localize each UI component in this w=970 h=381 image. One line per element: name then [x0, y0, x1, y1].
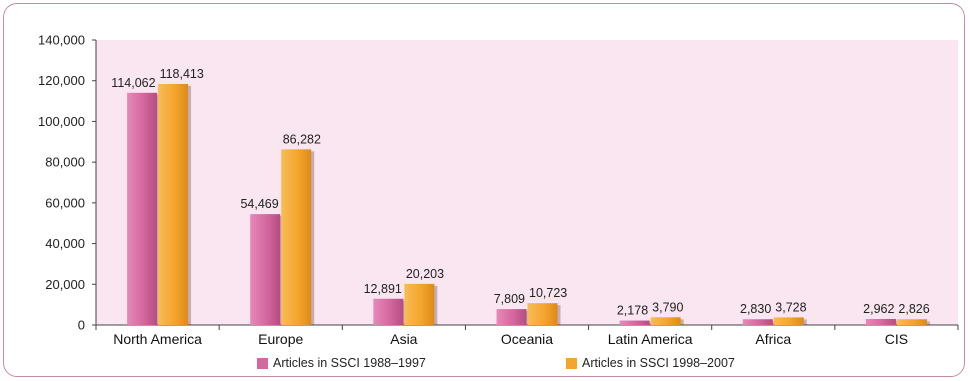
bar-series-1	[496, 309, 527, 325]
data-label-series-1: 114,062	[111, 76, 155, 90]
data-label-series-2: 10,723	[529, 286, 567, 300]
data-label-series-1: 2,962	[863, 302, 894, 316]
data-label-series-2: 2,826	[898, 302, 929, 316]
y-tick-label: 100,000	[38, 114, 85, 129]
x-tick-label: CIS	[885, 331, 908, 347]
data-label-series-2: 3,728	[775, 300, 806, 314]
data-label-series-2: 3,790	[652, 300, 683, 314]
legend-item-series-1: Articles in SSCI 1988–1997	[257, 356, 426, 370]
legend-label-series-2: Articles in SSCI 1998–2007	[582, 356, 735, 370]
data-label-series-2: 86,282	[283, 132, 321, 146]
y-tick-label: 80,000	[45, 155, 85, 170]
data-label-series-1: 2,830	[740, 302, 771, 316]
y-tick-label: 60,000	[45, 195, 85, 210]
x-tick-label: North America	[113, 331, 202, 347]
legend-label-series-1: Articles in SSCI 1988–1997	[273, 356, 426, 370]
bar-series-1	[373, 298, 404, 325]
x-tick-label: Africa	[755, 331, 791, 347]
bar-series-1	[127, 92, 158, 325]
data-label-series-1: 12,891	[364, 282, 402, 296]
data-label-series-1: 7,809	[494, 292, 525, 306]
bar-series-2	[404, 283, 435, 325]
x-tick-label: Asia	[390, 331, 417, 347]
x-tick-label: Oceania	[501, 331, 553, 347]
bar-series-1	[250, 214, 281, 325]
x-tick-label: Latin America	[608, 331, 693, 347]
data-label-series-1: 2,178	[617, 304, 648, 318]
bar-series-2	[773, 317, 804, 325]
data-label-series-1: 54,469	[240, 197, 278, 211]
y-tick-label: 140,000	[38, 33, 85, 48]
data-label-series-2: 118,413	[160, 67, 204, 81]
plot-area	[96, 40, 958, 325]
legend-item-series-2: Articles in SSCI 1998–2007	[566, 356, 735, 370]
y-tick-label: 0	[78, 318, 85, 333]
y-tick-label: 40,000	[45, 236, 85, 251]
bar-series-2	[527, 303, 558, 325]
bar-series-2	[281, 149, 312, 325]
bar-series-2	[650, 317, 681, 325]
legend-swatch-series-2	[566, 357, 577, 369]
bar-series-2	[896, 319, 927, 325]
data-label-series-2: 20,203	[406, 267, 444, 281]
y-tick-label: 20,000	[45, 277, 85, 292]
y-tick-label: 120,000	[38, 73, 85, 88]
legend-swatch-series-1	[257, 357, 268, 369]
x-tick-label: Europe	[258, 331, 303, 347]
bar-series-1	[742, 319, 773, 325]
bar-series-2	[158, 83, 189, 325]
bar-series-1	[619, 320, 650, 325]
bar-series-1	[865, 318, 896, 325]
